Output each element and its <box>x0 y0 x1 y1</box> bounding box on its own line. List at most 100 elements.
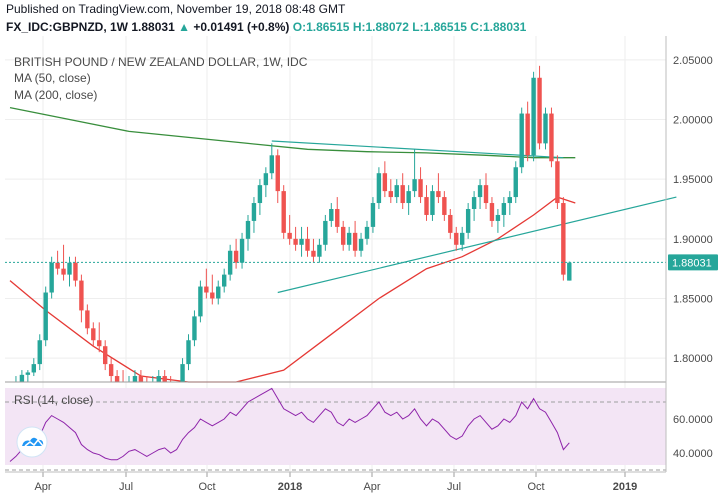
price-tick-label: 1.90000 <box>673 234 713 246</box>
candle-body <box>358 238 364 251</box>
candle-body <box>406 191 411 204</box>
candle-body <box>233 250 239 263</box>
candle-body <box>370 203 376 227</box>
candle-body <box>555 161 560 204</box>
candle-body <box>388 191 393 198</box>
candle-body <box>364 226 370 239</box>
candle-body <box>495 214 501 221</box>
candle-body <box>471 197 477 209</box>
symbol-line: FX_IDC:GBPNZD, 1W 1.88031 ▲ +0.01491 (+0… <box>6 20 526 34</box>
candle-body <box>19 374 25 382</box>
candle-body <box>507 197 512 204</box>
candle-body <box>245 220 251 239</box>
candle-body <box>567 262 572 281</box>
time-tick-label: Oct <box>527 481 544 493</box>
low-value: 1.86515 <box>423 20 467 34</box>
time-tick-label: Jul <box>119 481 133 493</box>
candle-body <box>180 364 185 382</box>
candle-body <box>329 209 334 221</box>
candle-body <box>394 185 399 198</box>
candle-body <box>132 376 138 382</box>
rsi-tick-label: 40.0000 <box>673 448 713 460</box>
price-tick-label: 2.05000 <box>673 55 713 67</box>
time-tick-label: Apr <box>34 481 51 493</box>
moving-averages <box>9 106 576 383</box>
candle-body <box>519 113 524 168</box>
candle-body <box>489 203 495 221</box>
last-price: 1.88031 <box>131 20 175 34</box>
candle-body <box>448 214 453 233</box>
candle-body <box>186 340 191 365</box>
candle-body <box>79 280 84 311</box>
candles <box>15 65 572 382</box>
candle-body <box>454 232 459 245</box>
candle-body <box>25 372 31 375</box>
time-tick-label: 2019 <box>613 481 637 493</box>
price-tick-label: 1.85000 <box>673 293 713 305</box>
l-label: L: <box>412 20 424 34</box>
candle-body <box>222 274 227 287</box>
candle-body <box>537 77 542 144</box>
h-label: H: <box>352 20 366 34</box>
rsi-line <box>9 387 570 462</box>
candle-body <box>531 77 536 156</box>
candle-body <box>513 167 518 198</box>
time-tick-label: Apr <box>363 481 380 493</box>
candle-body <box>465 209 471 233</box>
candle-body <box>335 209 340 227</box>
candle-body <box>323 220 328 245</box>
candle-body <box>43 292 48 341</box>
candle-body <box>97 340 102 347</box>
candle-body <box>85 310 90 329</box>
published-line: Published on TradingView.com, November 1… <box>6 2 346 16</box>
close-value: 1.88031 <box>482 20 527 34</box>
candle-body <box>287 232 292 239</box>
candle-body <box>114 376 120 382</box>
candle-body <box>192 316 197 341</box>
candle-body <box>204 286 209 293</box>
candle-body <box>424 197 429 215</box>
price-tick-label: 1.80000 <box>673 353 713 365</box>
candle-body <box>442 197 447 215</box>
symbol: FX_IDC:GBPNZD, 1W <box>6 20 129 34</box>
candle-body <box>37 340 42 365</box>
c-label: C: <box>470 20 483 34</box>
candle-body <box>269 155 274 174</box>
candle-body <box>460 232 465 245</box>
candle-body <box>483 185 489 204</box>
candle-body <box>198 286 203 317</box>
candle-body <box>91 328 96 341</box>
candle-body <box>412 179 417 192</box>
candle-body <box>108 364 114 377</box>
change: +0.01491 (+0.8%) <box>193 20 290 34</box>
candle-body <box>311 250 316 257</box>
o-label: O: <box>292 20 307 34</box>
legend-ma200: MA (200, close) <box>14 88 97 102</box>
trend-line <box>271 140 564 159</box>
price-tick-label: 1.95000 <box>673 174 713 186</box>
candle-body <box>430 191 435 215</box>
rsi-guides <box>5 401 666 471</box>
candle-body <box>73 262 78 281</box>
legend-ma50: MA (50, close) <box>14 71 91 85</box>
candle-body <box>525 113 530 156</box>
candle-body <box>543 113 548 144</box>
trend-line <box>277 196 677 294</box>
candle-body <box>436 191 441 198</box>
chart-title: BRITISH POUND / NEW ZEALAND DOLLAR, 1W, … <box>14 55 308 69</box>
candle-body <box>501 203 507 215</box>
candle-body <box>549 113 554 162</box>
candle-body <box>55 262 60 269</box>
candle-body <box>477 185 483 198</box>
tradingview-logo-icon <box>16 426 48 458</box>
candle-body <box>239 238 245 263</box>
candle-body <box>400 185 405 204</box>
open-value: 1.86515 <box>306 20 350 34</box>
candle-body <box>305 238 310 251</box>
rsi-axis: 60.0000 40.0000 <box>673 414 713 460</box>
price-tick-label: 2.00000 <box>673 115 713 127</box>
candle-body <box>216 286 221 299</box>
candle-body <box>257 185 263 204</box>
candle-body <box>251 203 257 221</box>
